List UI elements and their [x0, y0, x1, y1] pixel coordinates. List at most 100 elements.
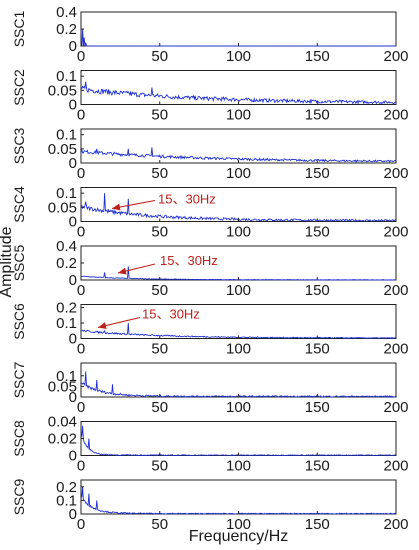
x-tick-label: 200 — [383, 107, 408, 124]
y-tick-label: 0 — [69, 97, 77, 114]
x-tick-label: 100 — [226, 48, 251, 65]
plot-frame — [80, 11, 397, 47]
y-tick-label: 0.4 — [56, 238, 77, 255]
y-tick-label: 0.1 — [56, 492, 77, 509]
x-tick-label: 0 — [77, 165, 85, 182]
x-tick-label: 0 — [77, 516, 85, 533]
panel-ssc9: 00.10.2 0 50 100 150 200 SSC9 — [11, 479, 409, 533]
y-tick-label: 0.05 — [48, 82, 77, 99]
x-tick-label: 150 — [305, 48, 330, 65]
y-tick-label: 0.05 — [48, 199, 77, 216]
panel-label: SSC5 — [11, 245, 27, 282]
x-tick-label: 200 — [383, 165, 408, 182]
y-tick-label: 0 — [69, 155, 77, 172]
y-tick-label: 0 — [69, 214, 77, 231]
x-tick-label: 150 — [305, 458, 330, 475]
spectrum-line — [80, 147, 397, 163]
x-tick-label: 50 — [151, 516, 168, 533]
plot-frame — [80, 245, 397, 281]
x-tick-label: 200 — [383, 516, 408, 533]
y-tick-label: 0 — [69, 506, 77, 523]
x-tick-label: 200 — [383, 48, 408, 65]
annotation-label: 15、30Hz — [158, 192, 216, 207]
y-tick-label: 0.2 — [56, 21, 77, 38]
panel-label: SSC1 — [11, 11, 27, 48]
panel-ssc1: 00.20.4 0 50 100 150 200 SSC1 — [11, 4, 409, 65]
x-tick-label: 0 — [77, 458, 85, 475]
y-tick-label: 0 — [69, 389, 77, 406]
panel-label: SSC6 — [11, 303, 27, 340]
x-tick-label: 100 — [226, 516, 251, 533]
plot-frame — [80, 479, 397, 515]
plot-frame — [80, 362, 397, 398]
y-tick-label: 0 — [69, 331, 77, 348]
x-tick-label: 50 — [151, 107, 168, 124]
x-tick-label: 100 — [226, 282, 251, 299]
annotation-arrowhead — [98, 322, 107, 330]
annotation-label: 15、30Hz — [160, 253, 218, 268]
x-tick-label: 0 — [77, 341, 85, 358]
plot-frame — [80, 70, 397, 105]
panel-label: SSC4 — [11, 186, 27, 223]
x-tick-label: 50 — [151, 399, 168, 416]
y-tick-label: 0.02 — [48, 431, 77, 448]
spectrum-line — [80, 193, 397, 223]
annotation-label: 15、30Hz — [142, 307, 200, 322]
peak-annotation: 15、30Hz — [97, 307, 200, 330]
x-tick-label: 150 — [305, 516, 330, 533]
peak-annotation: 15、30Hz — [117, 253, 218, 275]
panel-label: SSC3 — [11, 128, 27, 165]
y-axis-label: Amplitude — [0, 226, 15, 297]
spectrum-line — [80, 81, 397, 106]
panel-label: SSC2 — [11, 69, 27, 106]
panel-ssc2: 00.050.1 0 50 100 150 200 SSC2 — [11, 68, 409, 123]
x-tick-label: 0 — [77, 107, 85, 124]
y-tick-label: 0.2 — [56, 255, 77, 272]
x-tick-label: 0 — [77, 282, 85, 299]
panel-label: SSC8 — [11, 420, 27, 457]
panel-ssc6: 00.10.2 0 50 100 150 200 SSC6 15、30Hz — [11, 300, 409, 358]
panel-ssc4: 00.050.1 0 50 100 150 200 SSC4 15、30Hz — [11, 185, 409, 240]
annotation-arrowhead — [112, 203, 121, 211]
x-tick-label: 200 — [383, 224, 408, 241]
x-tick-label: 150 — [305, 341, 330, 358]
x-tick-label: 150 — [305, 224, 330, 241]
x-tick-label: 50 — [151, 458, 168, 475]
x-tick-label: 200 — [383, 282, 408, 299]
x-tick-label: 200 — [383, 399, 408, 416]
x-tick-label: 50 — [151, 165, 168, 182]
y-tick-label: 0.1 — [56, 127, 77, 144]
x-tick-label: 150 — [305, 165, 330, 182]
x-tick-label: 0 — [77, 224, 85, 241]
y-tick-label: 0 — [69, 272, 77, 289]
x-tick-label: 200 — [383, 458, 408, 475]
x-tick-label: 50 — [151, 282, 168, 299]
x-tick-label: 200 — [383, 341, 408, 358]
x-tick-label: 150 — [305, 282, 330, 299]
x-tick-label: 50 — [151, 48, 168, 65]
plot-frame — [80, 421, 397, 456]
x-tick-label: 0 — [77, 399, 85, 416]
peak-annotation: 15、30Hz — [111, 192, 216, 211]
x-tick-label: 100 — [226, 107, 251, 124]
x-tick-label: 150 — [305, 399, 330, 416]
y-tick-label: 0 — [69, 38, 77, 55]
x-tick-label: 100 — [226, 224, 251, 241]
plot-frame — [80, 304, 397, 339]
spectrum-line — [80, 371, 397, 398]
y-tick-label: 0.4 — [56, 4, 77, 21]
y-tick-label: 0.1 — [56, 315, 77, 332]
x-tick-label: 150 — [305, 107, 330, 124]
x-tick-label: 100 — [226, 341, 251, 358]
x-tick-label: 50 — [151, 341, 168, 358]
y-tick-label: 0.05 — [48, 141, 77, 158]
x-tick-label: 50 — [151, 224, 168, 241]
x-tick-label: 100 — [226, 458, 251, 475]
panel-label: SSC9 — [11, 479, 27, 516]
y-tick-label: 0.1 — [56, 68, 77, 85]
y-tick-label: 0.1 — [56, 368, 77, 385]
x-tick-label: 100 — [226, 399, 251, 416]
y-tick-label: 0.1 — [56, 185, 77, 202]
y-tick-label: 0.2 — [56, 300, 77, 317]
